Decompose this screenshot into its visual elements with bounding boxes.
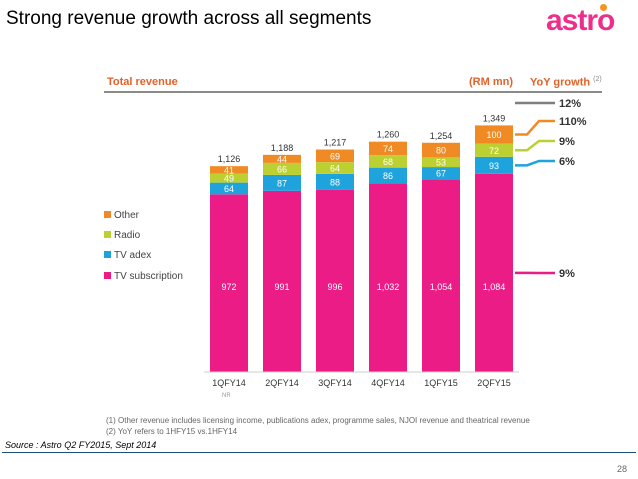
bar-value-label: 80 [436, 146, 446, 156]
bar-value-label: 991 [274, 282, 289, 292]
bar-value-label: 49 [224, 174, 234, 184]
bar-segment [475, 156, 513, 174]
footnotes: (1) Other revenue includes licensing inc… [106, 415, 530, 437]
bar-segment [210, 173, 248, 183]
nr-note: NR [222, 393, 231, 399]
bar-total-label: 1,188 [271, 143, 294, 153]
yoy-connector-line [515, 159, 555, 167]
yoy-growth-value: 9% [559, 136, 575, 148]
bar-segment [263, 174, 301, 191]
bar-total-label: 1,126 [218, 154, 241, 164]
bar-segment [369, 141, 407, 156]
bar-value-label: 87 [277, 178, 287, 188]
x-tick-label: 2QFY15 [477, 378, 511, 388]
bar-total-label: 1,260 [377, 130, 400, 140]
bar-value-label: 64 [330, 163, 340, 173]
yoy-footnote-ref: (2) [593, 76, 602, 83]
bar-segment [422, 142, 460, 158]
bar-segment [316, 189, 354, 372]
footnote-1: (1) Other revenue includes licensing inc… [106, 416, 530, 425]
bar-value-label: 64 [224, 184, 234, 194]
bar-value-label: 44 [277, 154, 287, 164]
bar-segment [369, 167, 407, 184]
bar-value-label: 86 [383, 171, 393, 181]
bars-group: 9726449411,1261QFY149918766441,1882QFY14… [204, 113, 519, 388]
bar-segment [316, 173, 354, 190]
slide-title: Strong revenue growth across all segment… [6, 8, 372, 29]
bar-segment [210, 166, 248, 174]
bar-segment [422, 157, 460, 168]
bar-value-label: 1,032 [377, 282, 400, 292]
panel-title: Total revenue [107, 76, 178, 88]
legend-swatch [104, 231, 111, 238]
bar-value-label: 66 [277, 164, 287, 174]
yoy-growth-value: 110% [559, 116, 587, 128]
bar-value-label: 72 [489, 146, 499, 156]
legend-label: Radio [114, 230, 141, 241]
page-number: 28 [617, 464, 628, 474]
legend-label: TV adex [114, 250, 151, 261]
bar-segment [316, 162, 354, 174]
x-tick-label: 4QFY14 [371, 378, 405, 388]
logo-dot-icon [600, 4, 607, 11]
bar-value-label: 41 [224, 165, 234, 175]
source-note: Source : Astro Q2 FY2015, Sept 2014 [5, 440, 157, 450]
yoy-growth-value: 6% [559, 156, 575, 168]
bar-segment [210, 194, 248, 372]
yoy-growth-title: YoY growth (2) [530, 76, 602, 89]
bar-segment [422, 179, 460, 372]
legend-swatch [104, 211, 111, 218]
bar-segment [475, 143, 513, 157]
header-rule [104, 91, 602, 93]
bar-segment [475, 125, 513, 144]
x-tick-label: 2QFY14 [265, 378, 299, 388]
bar-segment [263, 154, 301, 163]
bar-value-label: 74 [383, 144, 393, 154]
bar-value-label: 1,084 [483, 282, 506, 292]
bar-value-label: 69 [330, 151, 340, 161]
yoy-connector-line [515, 139, 555, 152]
bar-segment [263, 162, 301, 175]
legend-label: TV subscription [114, 271, 183, 282]
yoy-group: 12% 110% 9% 6% 9% [515, 98, 587, 280]
legend-swatch [104, 272, 111, 279]
bar-segment [475, 173, 513, 372]
legend-swatch [104, 251, 111, 258]
yoy-connector-line [515, 119, 555, 136]
bar-value-label: 972 [221, 282, 236, 292]
bar-value-label: 100 [486, 130, 501, 140]
bar-segment [263, 190, 301, 372]
legend-group: Other Radio TV adex TV subscription [104, 210, 183, 282]
bar-value-label: 88 [330, 177, 340, 187]
bar-segment [422, 167, 460, 180]
bar-segment [316, 149, 354, 163]
bar-value-label: 93 [489, 161, 499, 171]
legend-label: Other [114, 210, 140, 221]
bar-value-label: 996 [327, 282, 342, 292]
bar-value-label: 53 [436, 158, 446, 168]
bar-value-label: 68 [383, 157, 393, 167]
bar-segment [369, 155, 407, 168]
bar-total-label: 1,254 [430, 131, 453, 141]
footnote-2: (2) YoY refers to 1HFY15 vs.1HFY14 [106, 427, 238, 436]
bar-total-label: 1,349 [483, 113, 506, 123]
x-tick-label: 1QFY14 [212, 378, 246, 388]
bar-value-label: 1,054 [430, 282, 453, 292]
source-rule [2, 452, 636, 453]
bar-total-label: 1,217 [324, 138, 347, 148]
unit-label: (RM mn) [469, 76, 513, 88]
yoy-growth-value: 12% [559, 98, 581, 110]
x-tick-label: 3QFY14 [318, 378, 352, 388]
yoy-growth-value: 9% [559, 268, 575, 280]
bar-value-label: 67 [436, 169, 446, 179]
bar-segment [369, 183, 407, 372]
yoy-title-text: YoY growth [530, 76, 591, 89]
bar-segment [210, 182, 248, 195]
x-tick-label: 1QFY15 [424, 378, 458, 388]
